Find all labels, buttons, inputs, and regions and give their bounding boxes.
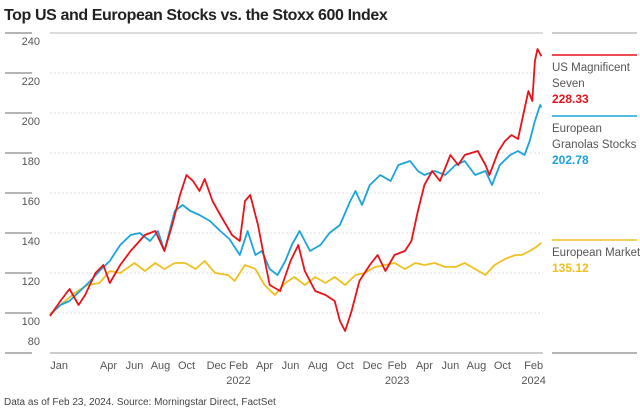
series-line-2 [49,242,542,315]
series-lines [49,48,543,332]
legend-label: European [552,123,602,135]
y-tick-label: 80 [28,336,40,348]
y-tick-label: 240 [22,36,40,48]
chart-title: Top US and European Stocks vs. the Stoxx… [4,7,388,24]
x-tick-label: Jun [442,360,460,372]
y-tick-label: 180 [22,156,40,168]
x-tick-label: Oct [178,360,195,372]
x-tick-label: Jan [50,360,68,372]
legend: US Magnificent Seven 228.33 European Granola… [552,54,640,275]
x-tick-label: Jun [126,360,144,372]
y-tick-label: 220 [22,76,40,88]
legend-label: Seven [552,78,585,90]
y-tick-label: 120 [22,276,40,288]
x-tick-label: Jun [282,360,300,372]
x-tick-label: Feb [229,360,248,372]
source-note: Data as of Feb 23, 2024. Source: Morning… [4,397,276,408]
x-tick-label: Feb [524,360,543,372]
y-tick-label: 100 [22,316,40,328]
x-tick-label: Oct [494,360,511,372]
x-tick-year: 2023 [385,375,409,387]
legend-value: 202.78 [552,153,589,167]
legend-label: European Market [552,247,640,259]
legend-value: 135.12 [552,261,589,275]
x-tick-label: Aug [467,360,487,372]
x-tick-year: 2024 [521,375,545,387]
gridlines [5,32,637,354]
y-tick-label: 200 [22,116,40,128]
x-tick-year: 2022 [226,375,250,387]
x-tick-label: Feb [388,360,407,372]
x-tick-label: Aug [308,360,328,372]
legend-label: Granolas Stocks [552,139,637,151]
x-tick-label: Apr [416,360,433,372]
y-axis: 240 220 200 180 160 140 120 100 80 [5,32,40,348]
series-line-0 [49,48,543,332]
x-tick-label: Dec [363,360,383,372]
x-tick-label: Oct [337,360,354,372]
legend-value: 228.33 [552,92,589,106]
x-tick-label: Apr [256,360,273,372]
y-tick-label: 160 [22,196,40,208]
x-tick-label: Apr [100,360,117,372]
x-tick-label: Aug [151,360,171,372]
x-tick-label: Dec [207,360,227,372]
legend-label: US Magnificent [552,62,631,74]
y-tick-label: 140 [22,236,40,248]
series-line-1 [49,104,543,316]
